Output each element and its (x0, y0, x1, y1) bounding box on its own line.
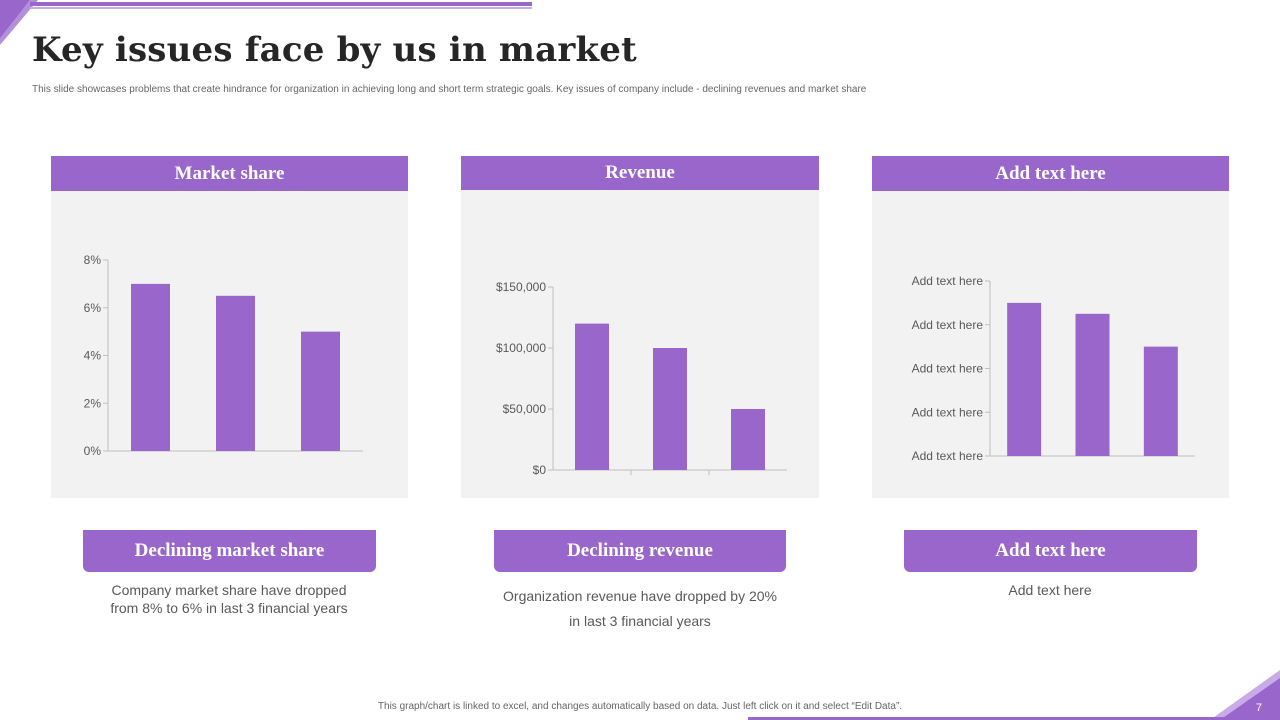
slide-title: Key issues face by us in market (32, 30, 637, 70)
declining-market-share-label: Declining market share (83, 530, 376, 572)
bar[interactable] (1075, 313, 1110, 456)
page-number: 7 (1255, 702, 1262, 714)
bar[interactable] (216, 295, 255, 451)
y-tick-label: 0% (84, 444, 102, 458)
revenue-description: Organization revenue have dropped by 20%… (503, 588, 777, 629)
y-tick-label: Add text here (912, 405, 984, 419)
bar[interactable] (301, 331, 340, 451)
y-tick-label: $100,000 (496, 341, 546, 355)
y-tick-label: Add text here (912, 274, 984, 288)
y-tick-label: Add text here (912, 362, 984, 376)
y-tick-label: $150,000 (496, 280, 546, 294)
bar[interactable] (131, 283, 170, 451)
bar[interactable] (1007, 302, 1042, 456)
footer-note: This graph/chart is linked to excel, and… (377, 701, 903, 712)
y-tick-label: 8% (84, 253, 102, 267)
y-tick-label: $50,000 (503, 402, 547, 416)
y-tick-label: Add text here (912, 449, 984, 463)
market-share-chart[interactable]: 0% 2% 4% 6% 8% (51, 191, 408, 498)
placeholder-header: Add text here (872, 156, 1229, 191)
placeholder-description: Add text here (1008, 582, 1092, 598)
bar[interactable] (575, 323, 609, 470)
y-tick-label: $0 (533, 463, 547, 477)
y-tick-label: 6% (84, 301, 102, 315)
placeholder-chart[interactable]: Add text here Add text here Add text here A… (872, 191, 1229, 498)
bar[interactable] (1143, 346, 1178, 456)
placeholder-pill-label: Add text here (904, 530, 1197, 572)
bar[interactable] (653, 348, 687, 470)
revenue-header: Revenue (461, 156, 819, 190)
y-tick-label: 2% (84, 396, 102, 410)
declining-revenue-label: Declining revenue (494, 530, 786, 572)
revenue-chart[interactable]: $0 $50,000 $100,000 $150,000 (461, 190, 819, 498)
y-tick-label: 4% (84, 349, 102, 363)
slide-subtitle: This slide showcases problems that creat… (32, 84, 867, 95)
bar[interactable] (731, 409, 765, 470)
y-tick-label: Add text here (912, 318, 984, 332)
market-share-description: Company market share have dropped from 8… (110, 582, 348, 616)
market-share-header: Market share (51, 156, 408, 191)
top-left-accent (0, 0, 532, 45)
bottom-right-accent (748, 670, 1280, 720)
